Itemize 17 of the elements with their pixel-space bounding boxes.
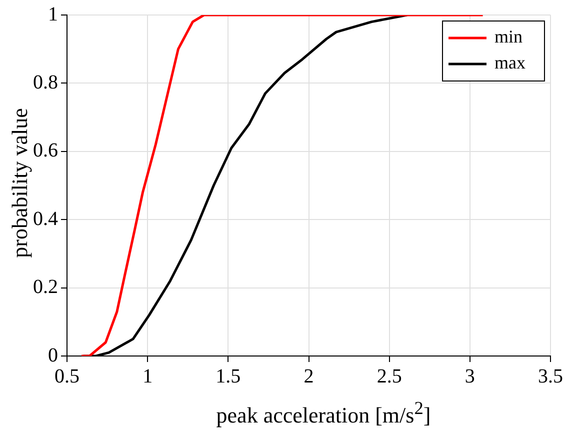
legend-label: max <box>494 52 526 73</box>
legend-label: min <box>494 26 523 47</box>
x-tick-label: 1.5 <box>216 365 241 388</box>
y-tick-label: 0.8 <box>33 71 58 94</box>
x-tick-label: 2 <box>304 365 314 388</box>
y-tick-label: 0 <box>48 344 58 366</box>
y-tick-label: 1 <box>48 3 58 26</box>
x-axis-title: peak acceleration [m/s$^{2}$] <box>215 398 432 428</box>
x-tick-label: 0.5 <box>54 365 80 388</box>
y-tick-label: 0.6 <box>33 140 58 162</box>
x-tick-label: 1 <box>142 365 153 388</box>
y-tick-label: 0.2 <box>33 276 58 298</box>
y-tick-label: 0.4 <box>33 208 58 230</box>
y-axis-title: probability value <box>7 108 33 258</box>
x-tick-label: 3.5 <box>538 365 563 388</box>
x-tick-label: 2.5 <box>376 365 402 388</box>
x-tick-label: 3 <box>464 365 475 388</box>
